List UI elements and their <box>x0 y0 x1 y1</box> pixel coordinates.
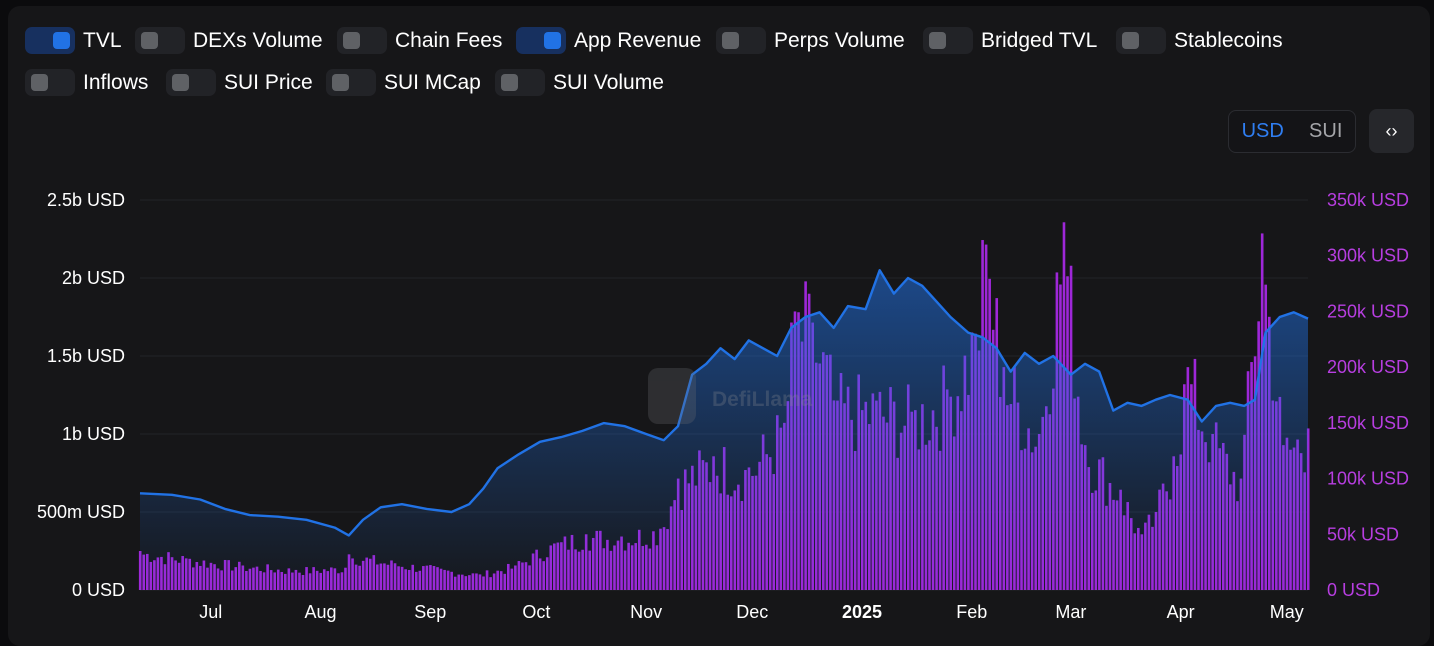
embed-code-button[interactable]: ‹› <box>1369 109 1414 153</box>
x-tick-label: Oct <box>522 602 550 622</box>
toggle-label: Chain Fees <box>395 28 503 52</box>
toggle-label: SUI Volume <box>553 70 664 94</box>
x-tick-label: Nov <box>630 602 662 622</box>
toggle-switch[interactable] <box>25 27 75 54</box>
toggle-tvl[interactable]: TVL <box>25 27 122 54</box>
x-tick-label: Sep <box>414 602 446 622</box>
x-tick-label: Jul <box>199 602 222 622</box>
toggle-bridged-tvl[interactable]: Bridged TVL <box>923 27 1097 54</box>
toggle-switch[interactable] <box>495 69 545 96</box>
toggle-label: Perps Volume <box>774 28 905 52</box>
y-left-tick-label: 2.5b USD <box>47 190 125 210</box>
toggle-switch[interactable] <box>516 27 566 54</box>
toggle-knob <box>1122 32 1139 49</box>
y-right-tick-label: 350k USD <box>1327 190 1409 210</box>
tvl-line <box>139 269 1309 537</box>
y-right-tick-label: 100k USD <box>1327 469 1409 489</box>
toggle-knob <box>141 32 158 49</box>
toggle-knob <box>172 74 189 91</box>
x-tick-label: Dec <box>736 602 768 622</box>
watermark-logo: DefiLlama <box>648 368 813 424</box>
toggle-inflows[interactable]: Inflows <box>25 69 148 96</box>
revenue-bar <box>1306 428 1310 590</box>
toggle-knob <box>332 74 349 91</box>
toggle-switch[interactable] <box>326 69 376 96</box>
toggle-dexs-volume[interactable]: DEXs Volume <box>135 27 323 54</box>
y-right-tick-label: 300k USD <box>1327 246 1409 266</box>
toggle-label: TVL <box>83 28 122 52</box>
toggle-label: SUI Price <box>224 70 313 94</box>
y-left-tick-label: 1.5b USD <box>47 346 125 366</box>
tvl-area <box>140 270 1308 590</box>
toggle-switch[interactable] <box>923 27 973 54</box>
toggle-switch[interactable] <box>166 69 216 96</box>
y-right-tick-label: 50k USD <box>1327 524 1399 544</box>
toggle-knob <box>544 32 561 49</box>
y-right-tick-label: 200k USD <box>1327 357 1409 377</box>
y-left-tick-label: 2b USD <box>62 268 125 288</box>
toggle-app-revenue[interactable]: App Revenue <box>516 27 701 54</box>
toggle-label: Stablecoins <box>1174 28 1283 52</box>
code-brackets-icon: ‹› <box>1385 120 1398 141</box>
toggle-knob <box>501 74 518 91</box>
toggle-knob <box>31 74 48 91</box>
x-tick-label: May <box>1270 602 1304 622</box>
toggle-sui-mcap[interactable]: SUI MCap <box>326 69 481 96</box>
y-left-tick-label: 1b USD <box>62 424 125 444</box>
toggle-switch[interactable] <box>135 27 185 54</box>
toggle-knob <box>722 32 739 49</box>
x-tick-label: Mar <box>1055 602 1086 622</box>
y-left-tick-label: 0 USD <box>72 580 125 600</box>
unit-toggle-group: USD SUI <box>1228 110 1356 153</box>
toggle-switch[interactable] <box>337 27 387 54</box>
toggle-stablecoins[interactable]: Stablecoins <box>1116 27 1283 54</box>
unit-sui-button[interactable]: SUI <box>1309 120 1343 142</box>
toggle-switch[interactable] <box>1116 27 1166 54</box>
toggle-switch[interactable] <box>716 27 766 54</box>
x-tick-label: Feb <box>956 602 987 622</box>
y-right-tick-label: 0 USD <box>1327 580 1380 600</box>
x-tick-label: Apr <box>1167 602 1195 622</box>
toggle-label: App Revenue <box>574 28 702 52</box>
toggle-chain-fees[interactable]: Chain Fees <box>337 27 502 54</box>
toggle-label: SUI MCap <box>384 70 481 94</box>
toggle-knob <box>343 32 360 49</box>
toggle-switch[interactable] <box>25 69 75 96</box>
toggle-perps-volume[interactable]: Perps Volume <box>716 27 905 54</box>
y-left-tick-label: 500m USD <box>37 502 125 522</box>
toggle-knob <box>53 32 70 49</box>
x-tick-label: 2025 <box>842 602 882 622</box>
y-right-tick-label: 250k USD <box>1327 301 1409 321</box>
y-right-tick-label: 150k USD <box>1327 413 1409 433</box>
unit-usd-button[interactable]: USD <box>1241 120 1284 142</box>
toggle-label: Inflows <box>83 70 149 94</box>
toggle-sui-volume[interactable]: SUI Volume <box>495 69 664 96</box>
watermark-text: DefiLlama <box>712 388 813 411</box>
toggle-knob <box>929 32 946 49</box>
x-tick-label: Aug <box>304 602 336 622</box>
toggle-label: DEXs Volume <box>193 28 323 52</box>
toggle-label: Bridged TVL <box>981 28 1098 52</box>
toggle-sui-price[interactable]: SUI Price <box>166 69 313 96</box>
chart-svg: DefiLlama 0 USD 500m USD 1b USD 1.5b USD 2b … <box>37 190 1409 622</box>
